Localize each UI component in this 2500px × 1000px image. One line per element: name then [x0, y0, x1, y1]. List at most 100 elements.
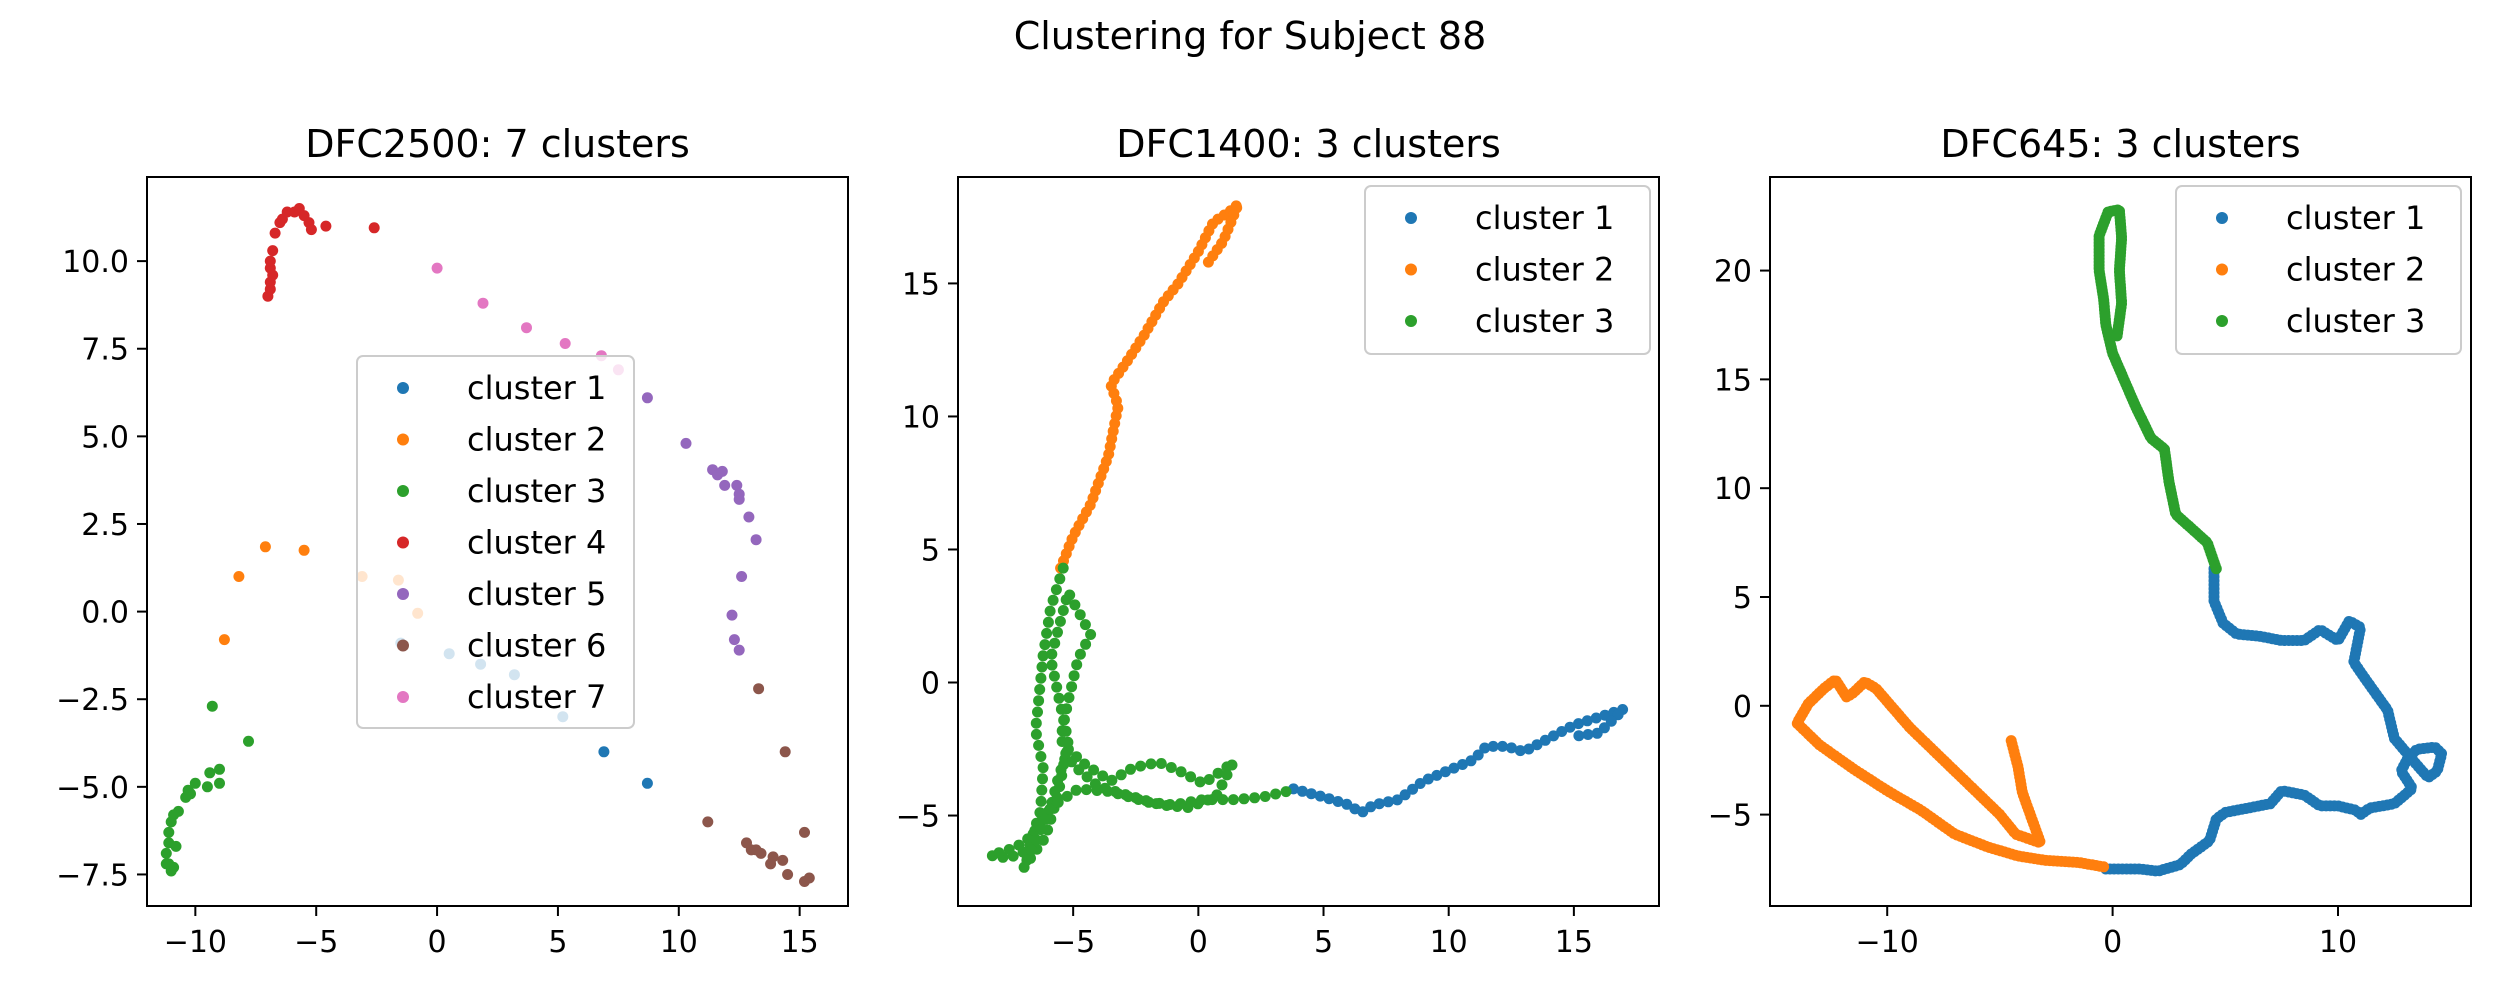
- data-point: [1185, 796, 1197, 808]
- data-point: [320, 220, 332, 232]
- data-point: [165, 816, 177, 828]
- data-point: [755, 847, 767, 859]
- data-point: [1135, 760, 1147, 772]
- data-point: [1165, 762, 1177, 773]
- data-point: [1081, 771, 1093, 783]
- data-point: [799, 826, 810, 838]
- data-point: [1039, 813, 1051, 825]
- x-tick-label: 0: [1189, 925, 1208, 960]
- data-point: [779, 746, 791, 758]
- data-point: [1088, 764, 1100, 776]
- data-point: [160, 858, 172, 870]
- data-point: [1049, 637, 1061, 649]
- plot-frame: [957, 176, 1660, 907]
- data-point: [1487, 740, 1499, 752]
- data-point: [733, 493, 745, 505]
- data-point: [1021, 854, 1033, 866]
- data-point: [1556, 726, 1568, 737]
- data-point: [1053, 692, 1065, 704]
- data-point: [1054, 573, 1066, 585]
- data-point: [1407, 783, 1419, 795]
- data-point: [1037, 773, 1048, 785]
- data-point: [1036, 784, 1048, 796]
- data-point: [598, 746, 610, 758]
- y-tick-label: 5: [921, 533, 940, 568]
- data-point: [1314, 790, 1326, 802]
- data-point: [1044, 803, 1056, 815]
- data-point: [218, 634, 230, 646]
- data-point: [1030, 717, 1042, 729]
- data-point: [1046, 648, 1058, 660]
- data-point: [1060, 725, 1072, 737]
- data-point: [1280, 786, 1292, 798]
- legend-label: cluster 5: [467, 575, 606, 613]
- data-point: [1605, 715, 1617, 727]
- y-tick-label: 0: [921, 667, 940, 702]
- data-point: [1063, 692, 1075, 704]
- data-point: [201, 781, 213, 793]
- data-point: [160, 847, 172, 859]
- legend-label: cluster 2: [467, 421, 606, 459]
- data-point: [1013, 839, 1025, 851]
- data-point: [1073, 764, 1085, 776]
- plot-frame: [146, 176, 849, 907]
- legend: cluster 1 cluster 2 cluster 3 cluster 4 clus…: [356, 355, 635, 729]
- data-point: [259, 541, 271, 553]
- data-point: [1227, 794, 1239, 806]
- legend-label: cluster 1: [2286, 199, 2425, 237]
- data-point: [1035, 751, 1047, 762]
- data-point: [1106, 774, 1118, 786]
- data-point: [559, 338, 571, 349]
- data-point: [1034, 684, 1046, 695]
- data-point: [180, 791, 192, 803]
- x-tick-label: 0: [2103, 925, 2122, 960]
- data-point: [1050, 584, 1062, 596]
- data-point: [1548, 730, 1559, 742]
- data-point: [189, 777, 201, 789]
- x-tick-label: −10: [164, 925, 227, 960]
- subplot-title: DFC2500: 7 clusters: [305, 122, 690, 166]
- data-point: [1133, 794, 1144, 805]
- data-point: [1112, 788, 1124, 800]
- subplot-title: DFC645: 3 clusters: [1940, 122, 2300, 166]
- data-point: [1323, 793, 1335, 805]
- data-point: [702, 816, 714, 828]
- x-tick-label: 0: [428, 925, 447, 960]
- data-point: [1212, 767, 1224, 779]
- y-tick-label: 10.0: [62, 245, 129, 280]
- data-point: [1226, 759, 1238, 771]
- data-point: [1033, 739, 1045, 751]
- data-point: [641, 392, 653, 404]
- legend-box: [1364, 185, 1651, 355]
- data-point: [1057, 605, 1069, 616]
- data-point: [1041, 627, 1053, 639]
- data-point: [269, 227, 281, 239]
- data-point: [1143, 796, 1155, 808]
- data-point: [1341, 798, 1353, 810]
- data-point: [1439, 766, 1451, 778]
- data-point: [1196, 794, 1207, 806]
- subplot-dfc2500: DFC2500: 7 clusters −10 −5 0 5 10 15 −7.5 −5.0 −…: [56, 122, 849, 960]
- legend-marker: [397, 485, 409, 497]
- subplot-dfc1400: DFC1400: 3 clusters −5 0 5 10 15 −5 0 5 10 15 clus…: [896, 122, 1660, 960]
- data-point: [1202, 256, 1214, 268]
- data-point: [1590, 712, 1602, 724]
- legend-marker: [397, 382, 409, 394]
- data-point: [733, 644, 745, 656]
- legend-box: [356, 355, 635, 729]
- data-point: [736, 571, 748, 582]
- data-point: [1091, 785, 1103, 796]
- data-point: [1506, 742, 1517, 754]
- data-point: [1365, 801, 1377, 813]
- legend-marker: [1405, 263, 1417, 276]
- legend-label: cluster 3: [467, 472, 606, 510]
- legend-marker: [397, 691, 409, 703]
- data-point: [1164, 799, 1176, 810]
- data-point: [2005, 735, 2017, 747]
- data-point: [1472, 749, 1484, 761]
- data-point: [1048, 670, 1060, 682]
- data-point: [1039, 639, 1051, 651]
- data-point: [1373, 798, 1385, 810]
- data-point: [777, 854, 789, 866]
- data-point: [1057, 562, 1069, 574]
